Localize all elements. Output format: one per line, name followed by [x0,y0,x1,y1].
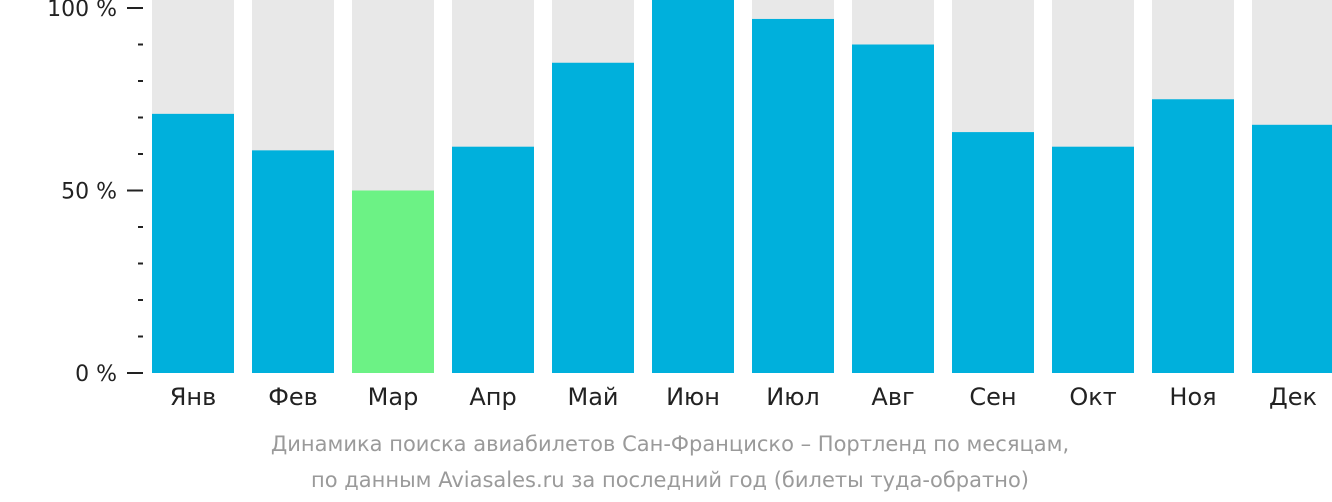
x-tick-label-Авг: Авг [871,383,914,411]
x-tick-label-Июл: Июл [766,383,820,411]
y-tick-label: 100 % [47,0,117,22]
bar-Сен[interactable] [952,132,1034,373]
x-tick-label-Окт: Окт [1069,383,1116,411]
y-tick-label: 0 % [75,362,117,387]
chart-subtitle: по данным Aviasales.ru за последний год … [311,468,1029,492]
bar-Июл[interactable] [752,18,834,373]
x-tick-label-Май: Май [567,383,618,411]
bar-Май[interactable] [552,62,634,373]
y-tick-label: 50 % [61,180,117,205]
chart-title: Динамика поиска авиабилетов Сан-Франциск… [270,432,1070,456]
x-tick-label-Мар: Мар [368,383,419,411]
x-axis: Янв Фев Мар Апр Май Июн Июл Авг Сен Окт Ноя Дек [170,383,1317,411]
bar-Апр[interactable] [452,146,534,373]
x-tick-label-Ноя: Ноя [1169,383,1216,411]
x-tick-label-Июн: Июн [666,383,720,411]
bar-Мар[interactable] [352,190,434,374]
x-tick-label-Фев: Фев [268,383,318,411]
y-axis: 100 % 50 % 0 % [47,0,143,387]
x-tick-label-Дек: Дек [1269,383,1317,411]
bar-Авг[interactable] [852,44,934,374]
bar-group [152,0,1332,373]
bar-Янв[interactable] [152,113,234,373]
x-tick-label-Апр: Апр [469,383,516,411]
bar-Июн[interactable] [652,0,734,373]
bar-Ноя[interactable] [1152,99,1234,373]
x-tick-label-Янв: Янв [170,383,217,411]
bar-Фев[interactable] [252,150,334,373]
bar-Дек[interactable] [1252,124,1332,373]
bar-Окт[interactable] [1052,146,1134,373]
x-tick-label-Сен: Сен [969,383,1016,411]
